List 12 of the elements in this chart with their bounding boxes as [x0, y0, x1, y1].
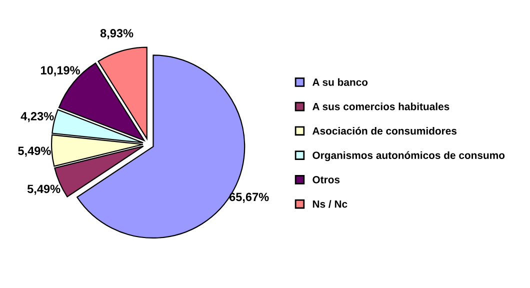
legend-label: A su banco: [312, 78, 368, 86]
legend-label: Ns / Nc: [312, 200, 348, 208]
data-label: 5,49%: [18, 146, 51, 157]
data-label: 8,93%: [100, 29, 134, 40]
data-label: 65,67%: [229, 192, 269, 203]
legend-label: Asociación de consumidores: [312, 126, 457, 135]
data-label: 10,19%: [41, 66, 80, 76]
legend-label: Organismos autonómicos de consumo: [312, 151, 505, 162]
legend-label: Otros: [312, 176, 340, 184]
data-label: 4,23%: [20, 112, 54, 122]
legend-label: A sus comercios habituales: [312, 102, 450, 110]
data-label: 5,49%: [27, 184, 60, 195]
